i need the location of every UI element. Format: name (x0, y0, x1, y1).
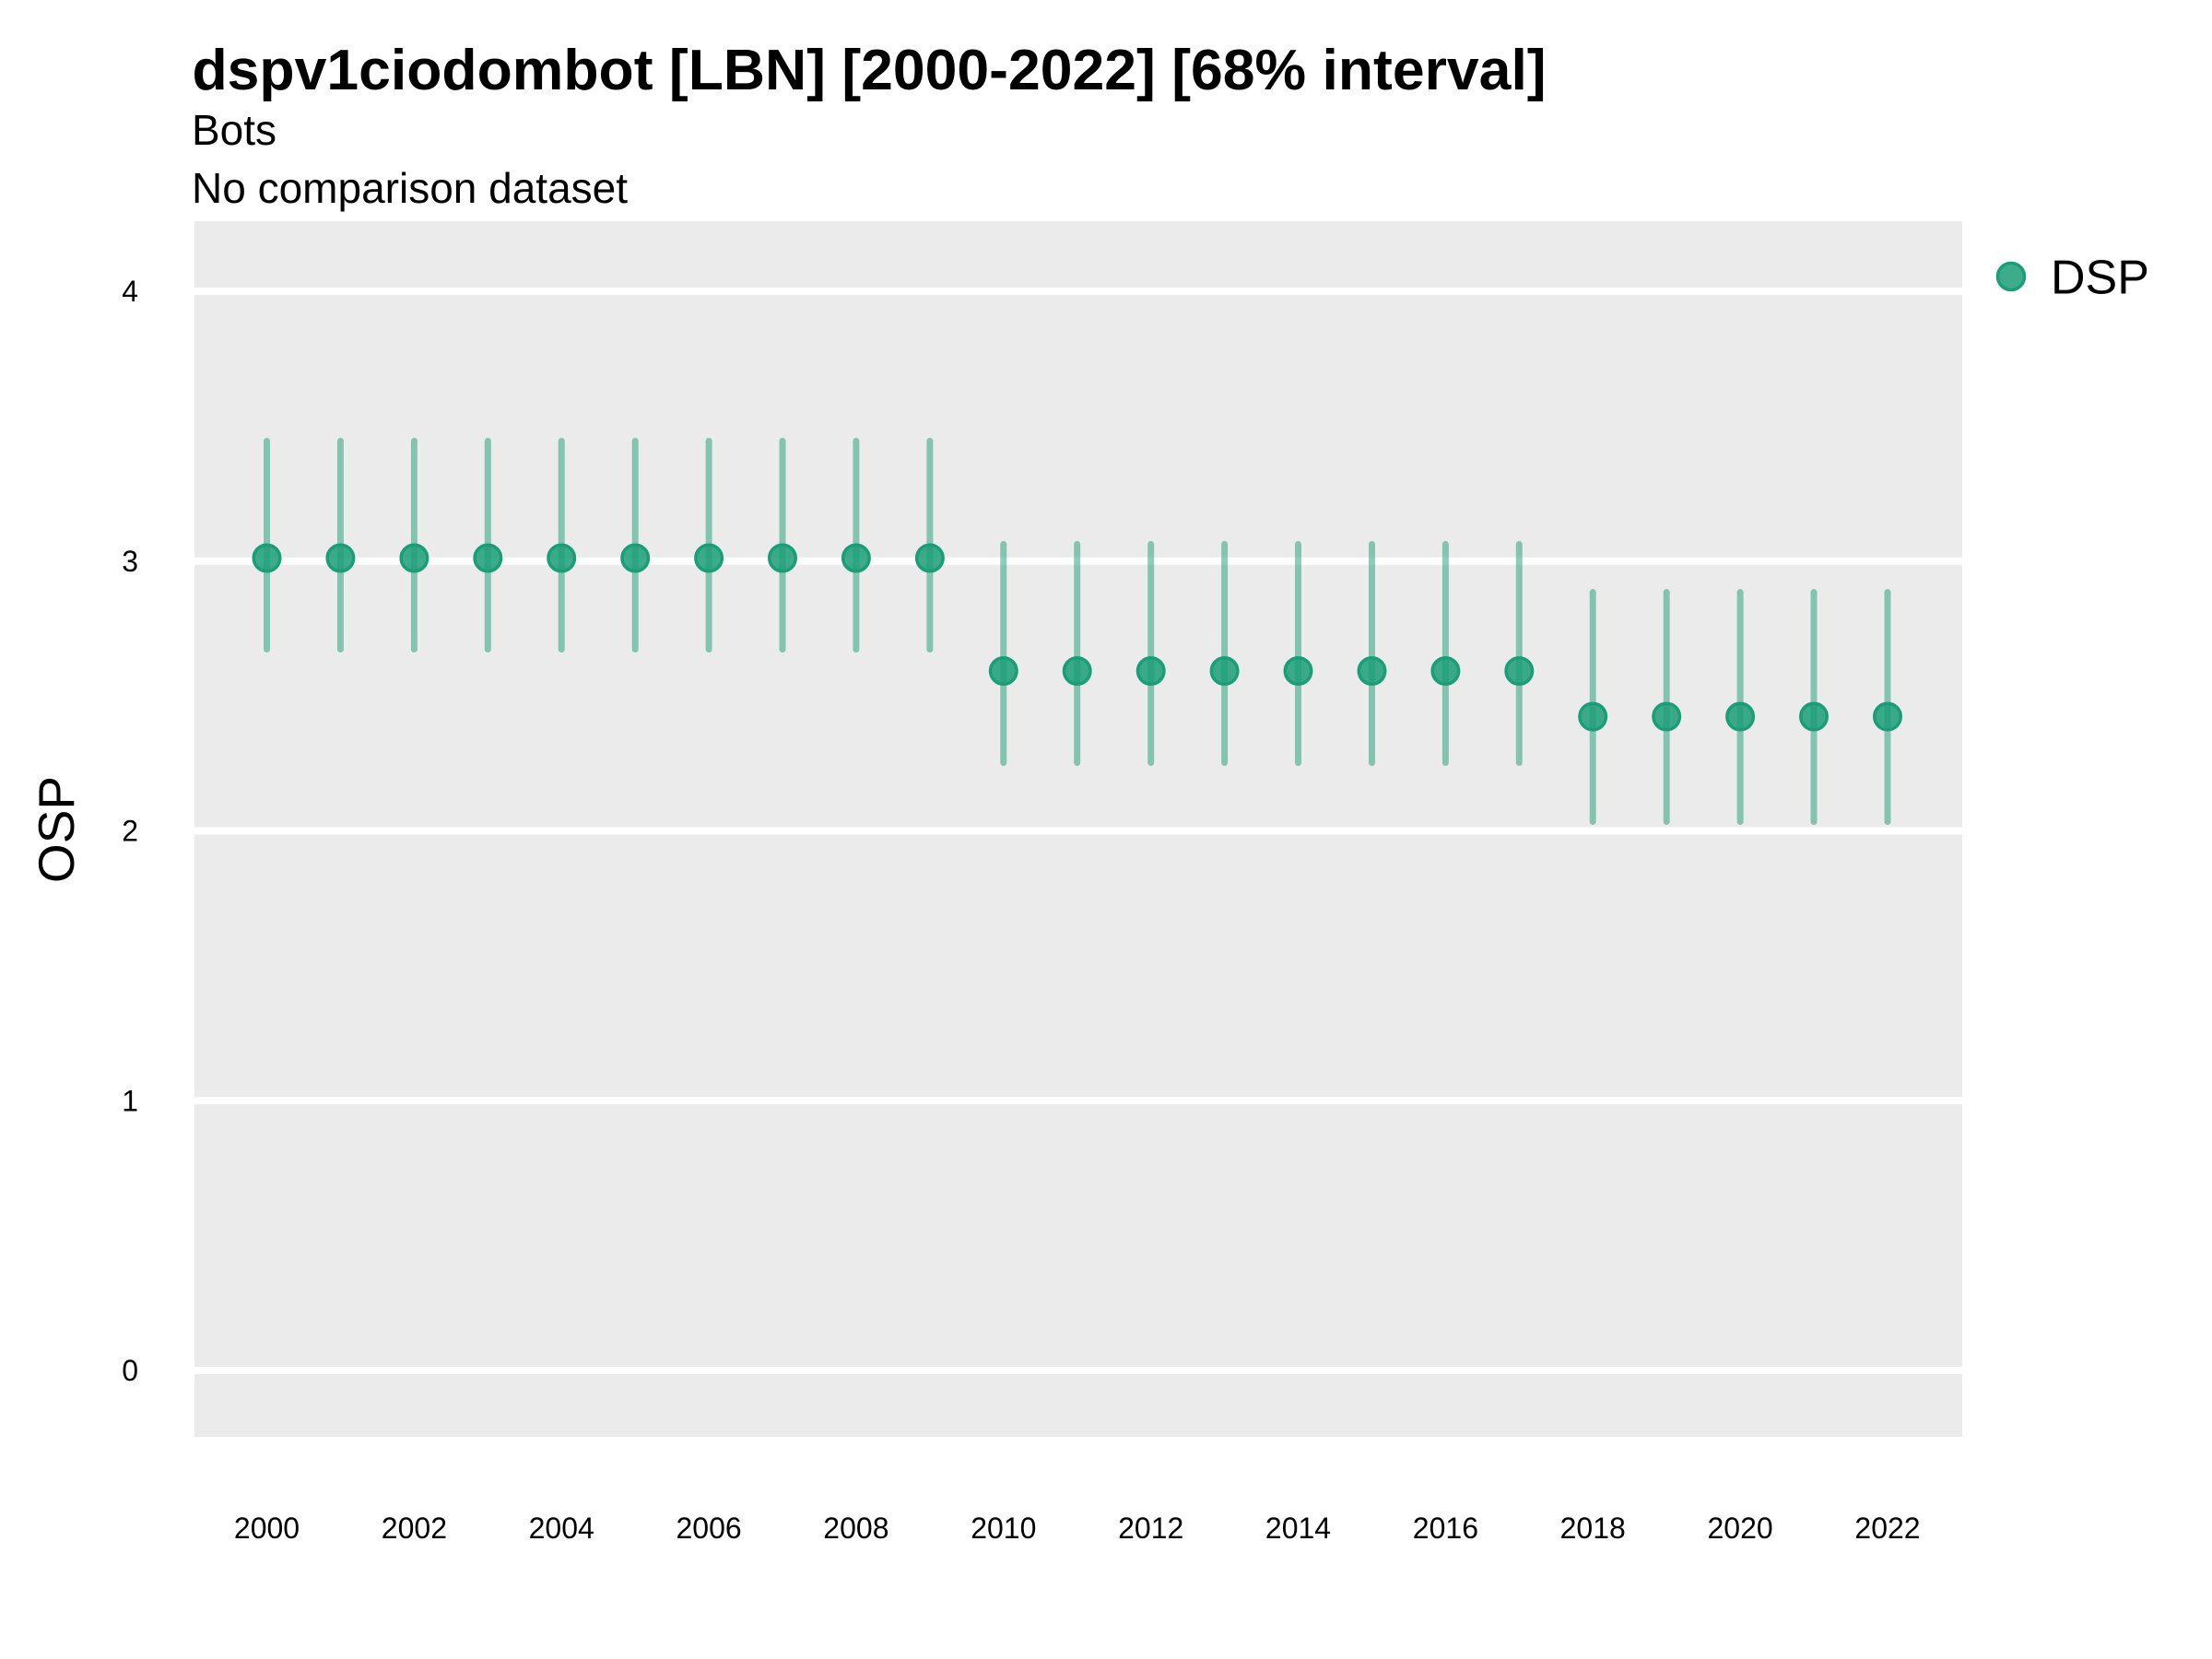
svg-text:2008: 2008 (823, 1512, 888, 1545)
svg-text:DSP: DSP (2051, 252, 2149, 305)
svg-text:2010: 2010 (971, 1512, 1036, 1545)
svg-text:2022: 2022 (1854, 1512, 1920, 1545)
svg-text:2018: 2018 (1560, 1512, 1626, 1545)
svg-text:No comparison dataset: No comparison dataset (192, 164, 628, 212)
svg-text:dspv1ciodombot [LBN] [2000-202: dspv1ciodombot [LBN] [2000-2022] [68% in… (193, 38, 1547, 102)
svg-text:1: 1 (122, 1084, 138, 1117)
svg-text:2: 2 (122, 815, 138, 848)
svg-text:0: 0 (122, 1354, 138, 1387)
svg-text:2016: 2016 (1413, 1512, 1478, 1545)
svg-text:2000: 2000 (234, 1512, 300, 1545)
svg-text:3: 3 (122, 545, 138, 578)
svg-text:2012: 2012 (1118, 1512, 1183, 1545)
svg-text:OSP: OSP (28, 776, 85, 883)
svg-text:2004: 2004 (529, 1512, 594, 1545)
svg-text:Bots: Bots (192, 106, 276, 154)
svg-text:2002: 2002 (382, 1512, 447, 1545)
svg-text:4: 4 (122, 275, 138, 308)
svg-text:2014: 2014 (1265, 1512, 1331, 1545)
svg-text:2020: 2020 (1708, 1512, 1773, 1545)
svg-text:2006: 2006 (677, 1512, 742, 1545)
